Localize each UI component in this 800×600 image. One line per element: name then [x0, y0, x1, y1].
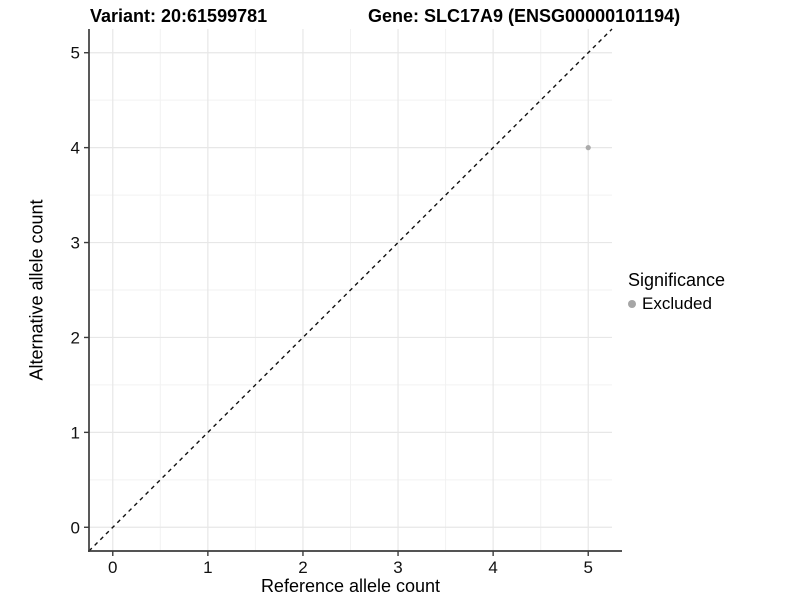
y-axis-title: Alternative allele count	[26, 199, 47, 381]
y-tick-label: 5	[71, 44, 80, 63]
x-tick-label: 5	[583, 558, 592, 577]
legend-item-excluded: Excluded	[628, 294, 725, 314]
y-tick-label: 2	[71, 328, 80, 347]
variant-title: Variant: 20:61599781	[90, 6, 268, 26]
data-point-excluded	[585, 145, 591, 151]
excluded-swatch-icon	[628, 300, 636, 308]
y-tick-label: 4	[71, 139, 80, 158]
y-tick-label: 1	[71, 423, 80, 442]
gene-title: Gene: SLC17A9 (ENSG00000101194)	[368, 6, 681, 26]
x-tick-label: 2	[298, 558, 307, 577]
x-tick-label: 1	[203, 558, 212, 577]
y-tick-label: 3	[71, 234, 80, 253]
y-tick-label: 0	[71, 518, 80, 537]
x-tick-label: 0	[108, 558, 117, 577]
x-axis-title: Reference allele count	[260, 576, 441, 596]
legend-title: Significance	[628, 270, 726, 290]
identity-dashed-line	[88, 28, 613, 552]
x-tick-label: 4	[488, 558, 497, 577]
legend: Significance Excluded	[628, 270, 725, 314]
x-tick-label: 3	[393, 558, 402, 577]
legend-label-excluded: Excluded	[642, 294, 712, 313]
